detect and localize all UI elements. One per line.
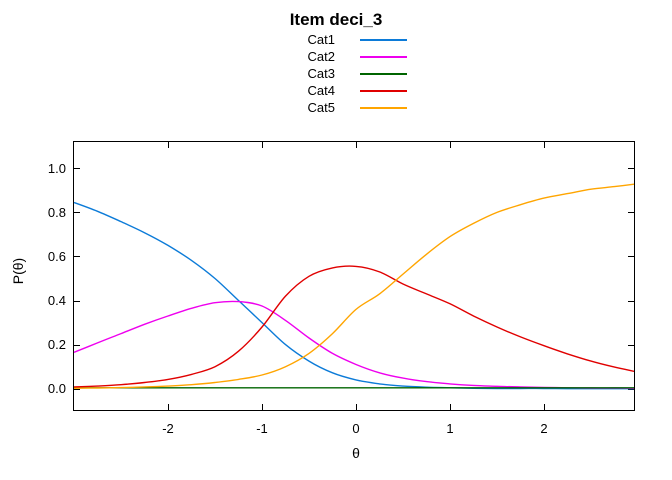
x-tick-label: -1 (256, 421, 268, 436)
y-tick-label: 1.0 (48, 161, 66, 176)
y-axis-label: P(θ) (10, 257, 26, 285)
legend-line-swatch (360, 38, 407, 41)
legend-line-swatch (360, 55, 407, 58)
legend: Cat1 Cat2 Cat3 Cat4 Cat5 (293, 31, 407, 116)
x-axis-label: θ (352, 445, 360, 461)
x-tick-label: 0 (352, 421, 359, 436)
y-tick-label: 0.4 (48, 293, 66, 308)
x-tick-label: 1 (446, 421, 453, 436)
legend-item-cat2: Cat2 (293, 48, 407, 65)
y-tick-label: 0.8 (48, 205, 66, 220)
x-tick-label: -2 (162, 421, 174, 436)
series-line-cat2 (73, 300, 634, 389)
legend-label: Cat1 (307, 32, 335, 47)
legend-label: Cat2 (307, 49, 335, 64)
legend-item-cat5: Cat5 (293, 99, 407, 116)
legend-line-swatch (360, 72, 407, 75)
legend-line-swatch (360, 106, 407, 109)
legend-label: Cat3 (307, 66, 335, 81)
series-line-cat4 (73, 265, 634, 388)
y-tick-label: 0.6 (48, 249, 66, 264)
series-line-cat5 (73, 183, 634, 389)
series-line-cat1 (73, 201, 634, 390)
legend-item-cat1: Cat1 (293, 31, 407, 48)
legend-item-cat4: Cat4 (293, 82, 407, 99)
y-tick-label: 0.2 (48, 337, 66, 352)
legend-label: Cat5 (307, 100, 335, 115)
legend-line-swatch (360, 89, 407, 92)
legend-label: Cat4 (307, 83, 335, 98)
plot-border (73, 141, 635, 411)
legend-item-cat3: Cat3 (293, 65, 407, 82)
y-tick-label: 0.0 (48, 381, 66, 396)
chart-title: Item deci_3 (289, 10, 383, 29)
x-tick-label: 2 (540, 421, 547, 436)
